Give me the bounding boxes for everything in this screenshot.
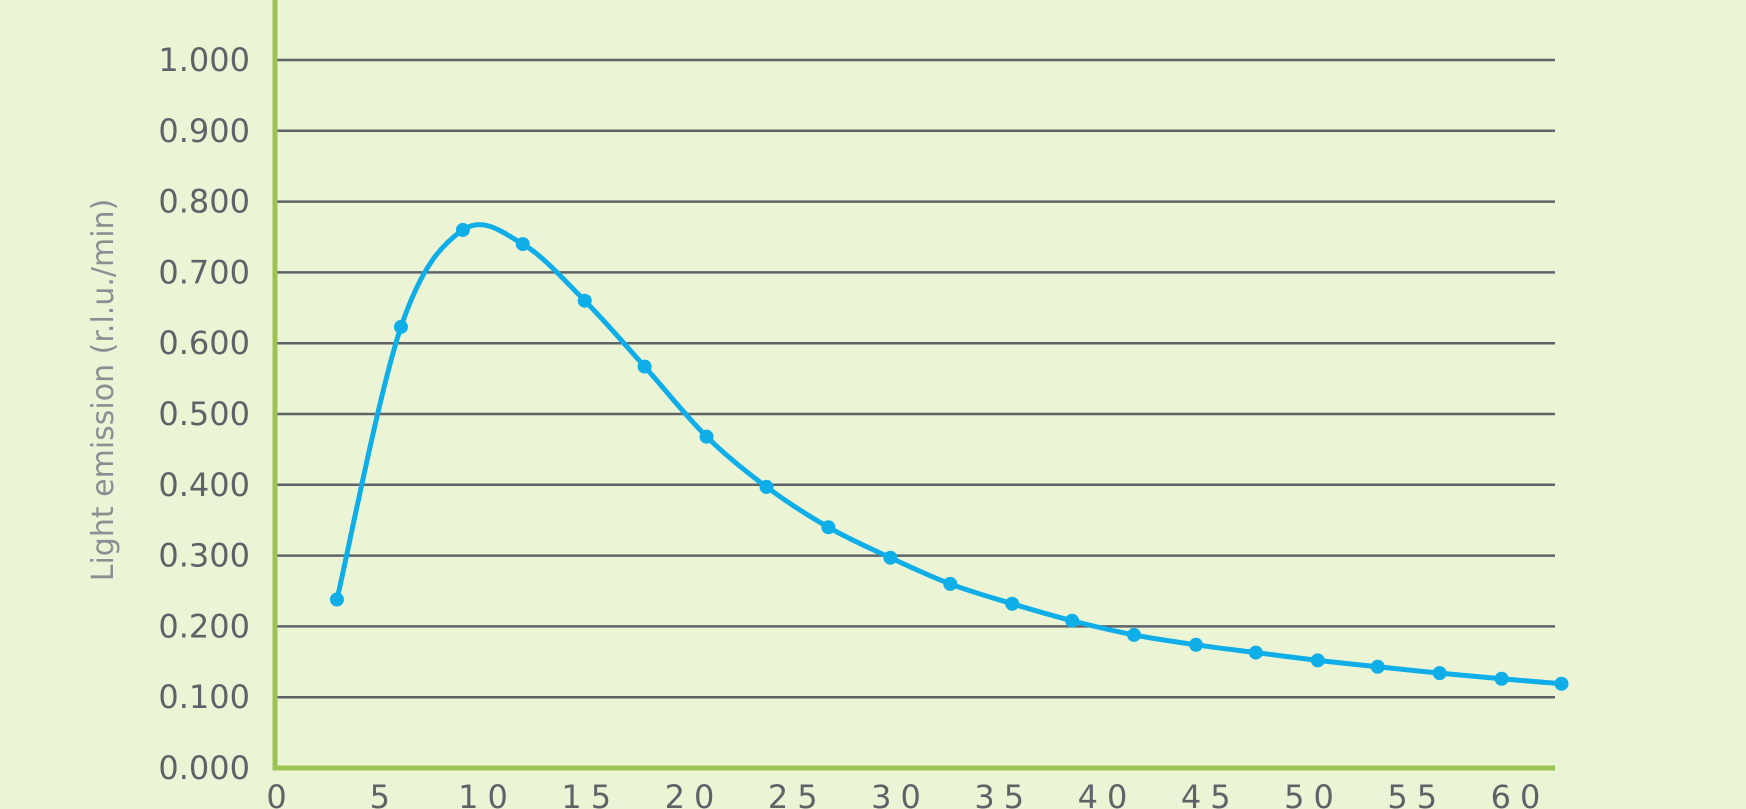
y-tick-label: 0.000 [158, 749, 250, 787]
y-tick-label: 1.000 [158, 41, 250, 79]
data-point [1370, 659, 1385, 674]
data-point [1065, 613, 1080, 628]
x-tick-label: 0 [266, 778, 295, 809]
x-tick-label: 15 [561, 778, 620, 809]
data-point [455, 222, 470, 237]
y-tick-label: 0.800 [158, 183, 250, 221]
data-point [637, 359, 652, 374]
y-tick-label: 0.600 [158, 324, 250, 362]
data-point [1310, 653, 1325, 668]
x-tick-label: 40 [1078, 778, 1137, 809]
x-tick-labels: 0 5 10 15 20 25 30 35 40 45 50 55 60 [266, 778, 1550, 809]
data-point [759, 479, 774, 494]
axes [272, 0, 1555, 771]
data-point [821, 520, 836, 535]
y-tick-label: 0.300 [158, 537, 250, 575]
x-tick-label: 55 [1387, 778, 1446, 809]
data-point [1432, 666, 1447, 681]
data-point [1005, 596, 1020, 611]
x-tick-label: 50 [1284, 778, 1343, 809]
data-point [515, 237, 530, 252]
data-point [1554, 676, 1569, 691]
x-tick-label: 35 [974, 778, 1033, 809]
x-tick-label: 10 [458, 778, 517, 809]
data-point [1248, 645, 1263, 660]
gridlines [275, 58, 1555, 699]
x-tick-label: 60 [1491, 778, 1550, 809]
x-tick-label: 45 [1181, 778, 1240, 809]
data-point [699, 429, 714, 444]
x-tick-label: 20 [665, 778, 724, 809]
x-tick-label: 5 [370, 778, 399, 809]
y-tick-label: 0.700 [158, 253, 250, 291]
y-tick-label: 0.500 [158, 395, 250, 433]
y-axis-label: Light emission (r.l.u./min) [86, 199, 121, 582]
y-tick-label: 0.900 [158, 112, 250, 150]
data-point [1188, 637, 1203, 652]
y-tick-labels: 0.000 0.100 0.200 0.300 0.400 0.500 0.600 0.700… [158, 41, 250, 787]
y-tick-label: 0.400 [158, 466, 250, 504]
y-tick-label: 0.100 [158, 678, 250, 716]
y-tick-label: 0.200 [158, 607, 250, 645]
series-line [334, 222, 1564, 687]
data-point [1127, 627, 1142, 642]
series [329, 222, 1569, 691]
x-tick-label: 30 [871, 778, 930, 809]
data-point [883, 550, 898, 565]
data-point [393, 319, 408, 334]
data-point [577, 293, 592, 308]
x-tick-label: 25 [768, 778, 827, 809]
data-point [1494, 671, 1509, 686]
data-point [943, 576, 958, 591]
data-point [329, 592, 344, 607]
